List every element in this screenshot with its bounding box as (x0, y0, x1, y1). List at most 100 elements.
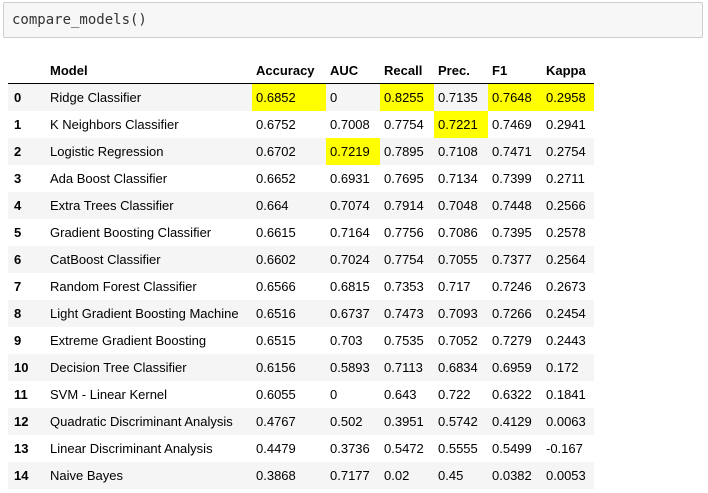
accuracy-cell: 0.6156 (252, 354, 326, 381)
f1-cell: 0.7471 (488, 138, 542, 165)
accuracy-cell: 0.6615 (252, 219, 326, 246)
auc-cell: 0.7074 (326, 192, 380, 219)
row-index: 0 (8, 83, 42, 111)
precision-cell: 0.5555 (434, 435, 488, 462)
f1-cell: 0.7266 (488, 300, 542, 327)
auc-cell: 0 (326, 83, 380, 111)
column-header-kappa: Kappa (542, 57, 594, 84)
accuracy-cell: 0.4767 (252, 408, 326, 435)
table-row: 11 SVM - Linear Kernel 0.6055 0 0.643 0.722 0.… (8, 381, 594, 408)
column-header-model: Model (42, 57, 252, 84)
model-name-cell: Logistic Regression (42, 138, 252, 165)
row-index: 9 (8, 327, 42, 354)
recall-cell: 0.3951 (380, 408, 434, 435)
model-name-cell: Extra Trees Classifier (42, 192, 252, 219)
accuracy-cell: 0.6516 (252, 300, 326, 327)
accuracy-cell: 0.6515 (252, 327, 326, 354)
kappa-cell: 0.2711 (542, 165, 594, 192)
kappa-cell: 0.2958 (542, 83, 594, 111)
column-header-precision: Prec. (434, 57, 488, 84)
precision-cell: 0.6834 (434, 354, 488, 381)
kappa-cell: 0.2754 (542, 138, 594, 165)
model-name-cell: Decision Tree Classifier (42, 354, 252, 381)
f1-cell: 0.7469 (488, 111, 542, 138)
model-name-cell: Extreme Gradient Boosting (42, 327, 252, 354)
accuracy-cell: 0.6566 (252, 273, 326, 300)
row-index: 5 (8, 219, 42, 246)
f1-cell: 0.7399 (488, 165, 542, 192)
auc-cell: 0.7024 (326, 246, 380, 273)
f1-cell: 0.4129 (488, 408, 542, 435)
table-row: 8 Light Gradient Boosting Machine 0.6516 0.… (8, 300, 594, 327)
auc-cell: 0.703 (326, 327, 380, 354)
table-row: 12 Quadratic Discriminant Analysis 0.4767 0… (8, 408, 594, 435)
f1-cell: 0.6322 (488, 381, 542, 408)
recall-cell: 0.7895 (380, 138, 434, 165)
recall-cell: 0.7754 (380, 246, 434, 273)
kappa-cell: 0.0053 (542, 462, 594, 489)
f1-cell: 0.7279 (488, 327, 542, 354)
model-name-cell: Quadratic Discriminant Analysis (42, 408, 252, 435)
accuracy-cell: 0.6752 (252, 111, 326, 138)
kappa-cell: 0.172 (542, 354, 594, 381)
accuracy-cell: 0.4479 (252, 435, 326, 462)
f1-cell: 0.7648 (488, 83, 542, 111)
precision-cell: 0.7048 (434, 192, 488, 219)
table-row: 14 Naive Bayes 0.3868 0.7177 0.02 0.45 0.0382 0… (8, 462, 594, 489)
accuracy-cell: 0.6702 (252, 138, 326, 165)
precision-cell: 0.7134 (434, 165, 488, 192)
auc-cell: 0.7219 (326, 138, 380, 165)
kappa-cell: -0.167 (542, 435, 594, 462)
kappa-cell: 0.2564 (542, 246, 594, 273)
table-row: 3 Ada Boost Classifier 0.6652 0.6931 0.7695 0… (8, 165, 594, 192)
precision-cell: 0.7093 (434, 300, 488, 327)
table-row: 6 CatBoost Classifier 0.6602 0.7024 0.7754 0.… (8, 246, 594, 273)
recall-cell: 0.7914 (380, 192, 434, 219)
recall-cell: 0.7756 (380, 219, 434, 246)
row-index: 10 (8, 354, 42, 381)
recall-cell: 0.7473 (380, 300, 434, 327)
model-name-cell: Naive Bayes (42, 462, 252, 489)
model-name-cell: Ridge Classifier (42, 83, 252, 111)
model-name-cell: Linear Discriminant Analysis (42, 435, 252, 462)
accuracy-cell: 0.3868 (252, 462, 326, 489)
precision-cell: 0.722 (434, 381, 488, 408)
model-name-cell: Random Forest Classifier (42, 273, 252, 300)
kappa-cell: 0.2443 (542, 327, 594, 354)
row-index: 14 (8, 462, 42, 489)
kappa-cell: 0.2941 (542, 111, 594, 138)
recall-cell: 0.7754 (380, 111, 434, 138)
precision-cell: 0.7055 (434, 246, 488, 273)
auc-cell: 0.6931 (326, 165, 380, 192)
row-index: 8 (8, 300, 42, 327)
model-name-cell: SVM - Linear Kernel (42, 381, 252, 408)
model-name-cell: CatBoost Classifier (42, 246, 252, 273)
accuracy-cell: 0.664 (252, 192, 326, 219)
row-index: 13 (8, 435, 42, 462)
auc-cell: 0.5893 (326, 354, 380, 381)
table-row: 2 Logistic Regression 0.6702 0.7219 0.7895 0.… (8, 138, 594, 165)
precision-cell: 0.7086 (434, 219, 488, 246)
table-row: 5 Gradient Boosting Classifier 0.6615 0.716… (8, 219, 594, 246)
precision-cell: 0.717 (434, 273, 488, 300)
code-cell[interactable]: compare_models() (3, 2, 703, 38)
table-row: 0 Ridge Classifier 0.6852 0 0.8255 0.7135 0.76… (8, 83, 594, 111)
column-header-index (8, 57, 42, 84)
precision-cell: 0.7052 (434, 327, 488, 354)
auc-cell: 0 (326, 381, 380, 408)
model-name-cell: Gradient Boosting Classifier (42, 219, 252, 246)
f1-cell: 0.7377 (488, 246, 542, 273)
model-name-cell: Ada Boost Classifier (42, 165, 252, 192)
kappa-cell: 0.0063 (542, 408, 594, 435)
kappa-cell: 0.2454 (542, 300, 594, 327)
auc-cell: 0.7008 (326, 111, 380, 138)
f1-cell: 0.7395 (488, 219, 542, 246)
row-index: 11 (8, 381, 42, 408)
model-name-cell: K Neighbors Classifier (42, 111, 252, 138)
table-row: 4 Extra Trees Classifier 0.664 0.7074 0.7914… (8, 192, 594, 219)
f1-cell: 0.7448 (488, 192, 542, 219)
precision-cell: 0.7108 (434, 138, 488, 165)
column-header-accuracy: Accuracy (252, 57, 326, 84)
code-cell-source: compare_models() (12, 12, 147, 28)
